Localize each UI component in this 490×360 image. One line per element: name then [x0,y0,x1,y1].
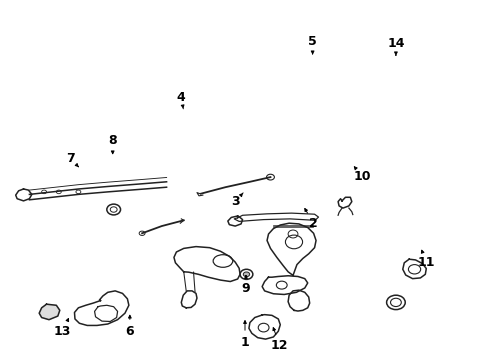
Text: 13: 13 [54,325,72,338]
Text: 8: 8 [108,134,117,147]
Ellipse shape [387,295,405,310]
Text: 5: 5 [308,35,317,48]
Text: 11: 11 [417,256,435,269]
Text: 2: 2 [309,217,318,230]
Text: 3: 3 [231,195,240,208]
Ellipse shape [244,272,250,277]
Text: 6: 6 [125,325,134,338]
Polygon shape [39,304,60,320]
Text: 4: 4 [177,91,186,104]
Text: 14: 14 [387,37,405,50]
Text: 7: 7 [66,152,74,165]
Ellipse shape [240,269,253,279]
Text: 9: 9 [242,282,250,294]
Ellipse shape [107,204,121,215]
Text: 10: 10 [354,170,371,183]
Text: 1: 1 [241,336,249,348]
Text: 12: 12 [271,339,289,352]
